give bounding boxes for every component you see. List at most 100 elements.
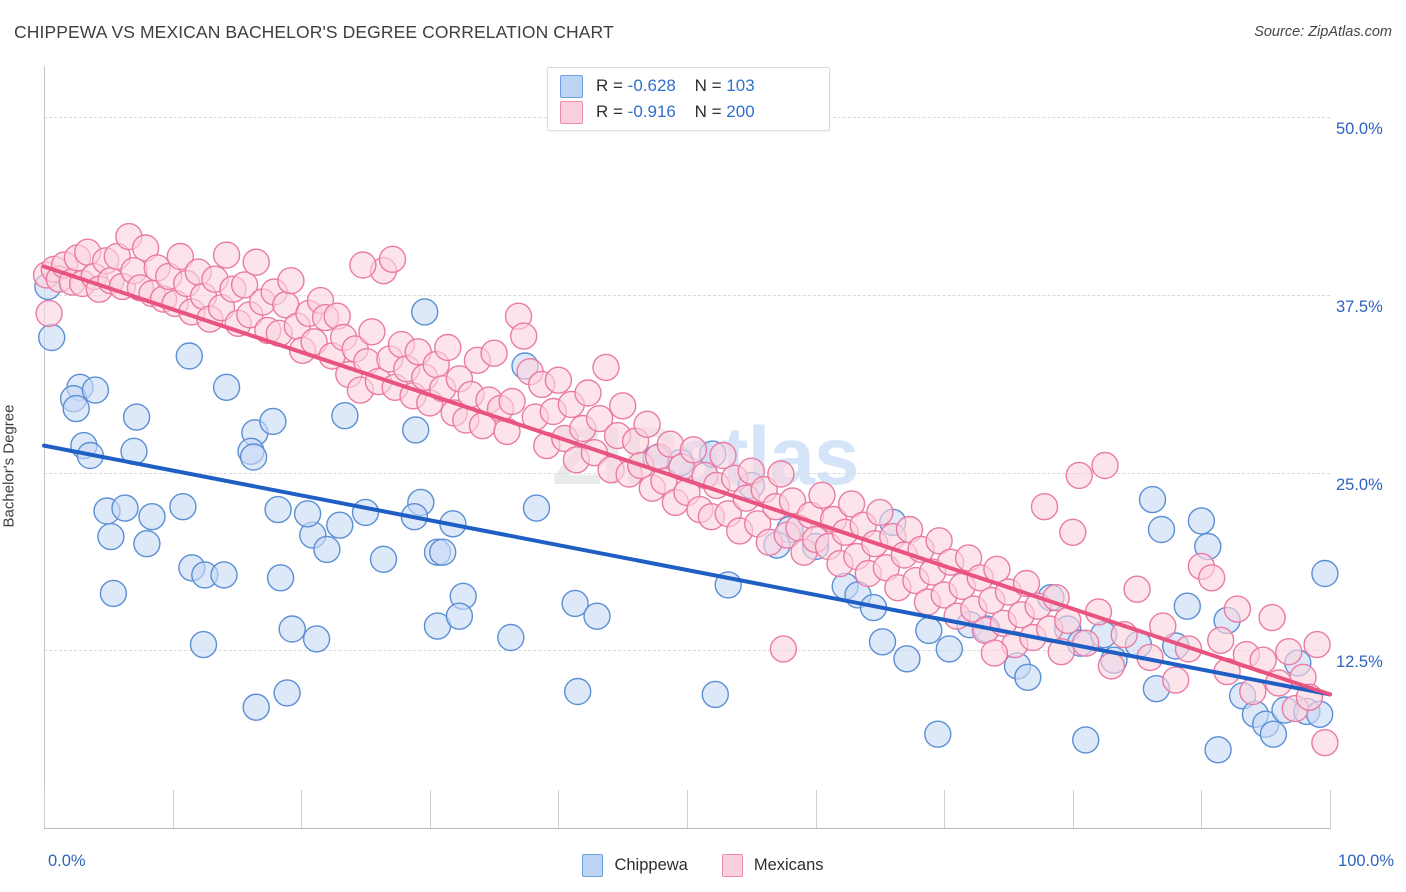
scatter-point [99,579,128,608]
scatter-point [1091,451,1119,480]
x-axis-min-label: 0.0% [48,852,86,870]
scatter-point [402,416,430,444]
legend-swatch-chippewa [560,74,583,98]
scatter-point [313,535,341,564]
scatter-point [561,589,589,618]
scatter-point [1311,729,1339,757]
y-axis-tick-label: 37.5% [1336,297,1383,316]
y-axis-tick-label: 25.0% [1336,475,1383,494]
scatter-point [166,242,195,271]
scatter-point [656,430,684,458]
scatter-point [266,564,295,592]
scatter-point [980,639,1009,667]
r-value-chippewa: -0.628 [627,76,676,95]
scatter-point [111,494,139,522]
x-axis-tick [429,790,431,828]
scatter-point [1030,493,1059,521]
scatter-point [497,623,525,652]
scatter-point [583,602,611,630]
scatter-point [837,490,866,518]
scatter-point [38,323,66,352]
legend-row-chippewa: R = -0.628 N = 103 [560,73,755,99]
scatter-point [1071,726,1100,754]
scatter-point [633,410,661,438]
scatter-point [769,635,798,663]
scatter-point [1059,518,1087,546]
scatter-point [925,527,953,555]
scatter-point [1311,559,1339,588]
scatter-point [1097,652,1126,680]
scatter-point [564,677,592,706]
scatter-point [1187,507,1216,535]
x-axis-tick [687,790,688,828]
scatter-point [1123,575,1151,603]
scatter-point [609,392,637,420]
scatter-point [212,241,241,269]
scatter-point [445,602,474,630]
scatter-point [1259,720,1288,748]
scatter-point [434,333,462,362]
x-axis-line [44,828,1331,829]
r-label-chippewa: R = [596,76,623,95]
scatter-point [585,404,614,433]
legend-stats-chippewa: R = -0.628 N = 103 [596,76,755,96]
legend-row-mexicans: R = -0.916 N = 200 [560,99,755,125]
scatter-point [1206,626,1235,654]
scatter-point [1138,485,1167,514]
scatter-point [510,322,538,350]
scatter-point [493,417,521,446]
scatter-point [709,441,737,470]
scatter-point [983,555,1011,583]
scatter-point [138,503,166,531]
scatter-point [1071,629,1100,657]
scatter-point [893,645,921,673]
scatter-point [1161,666,1190,694]
source-attribution: Source: ZipAtlas.com [1254,24,1392,40]
series-legend-swatch [721,853,743,877]
series-legend-item-chippewa[interactable]: Chippewa [582,853,688,877]
scatter-point [239,443,268,471]
x-axis-tick [558,790,560,828]
scatter-point [331,402,359,430]
scatter-point [522,494,551,522]
scatter-point [358,318,386,346]
scatter-point [1223,595,1252,623]
n-value-chippewa: 103 [726,76,755,95]
x-axis-tick [1330,790,1331,828]
correlation-legend: R = -0.628 N = 103 R = -0.916 N = 200 [547,67,830,131]
scatter-point [868,628,897,656]
x-axis-tick [44,790,45,828]
scatter-point [189,630,218,659]
scatter-point [35,299,63,328]
scatter-point [175,342,204,370]
trendline-chippewa [42,443,1332,697]
x-axis-tick [1072,790,1074,828]
y-axis-tick-label: 50.0% [1336,120,1383,139]
x-axis-tick [301,790,303,828]
scatter-point [133,530,161,558]
legend-swatch-mexicans [560,100,583,124]
x-axis-tick [1201,790,1203,828]
scatter-point [349,251,377,279]
scatter-point [924,720,952,748]
scatter-point [411,298,439,326]
scatter-point [679,436,708,464]
scatter-point [273,679,301,707]
scatter-point [278,615,306,643]
series-mexicans [32,222,1339,757]
series-legend-item-mexicans[interactable]: Mexicans [721,853,824,877]
scatter-point [81,376,110,404]
scatter-point [808,481,836,509]
series-legend: Chippewa Mexicans [0,850,1406,880]
scatter-point [97,522,125,551]
scatter-point [62,394,90,423]
scatter-point [592,353,620,382]
scatter-point [1197,564,1226,592]
scatter-point [369,545,398,573]
scatter-point [701,680,729,709]
gridline [44,294,1330,296]
n-label-mexicans: N = [694,102,722,121]
scatter-point [1147,515,1176,544]
